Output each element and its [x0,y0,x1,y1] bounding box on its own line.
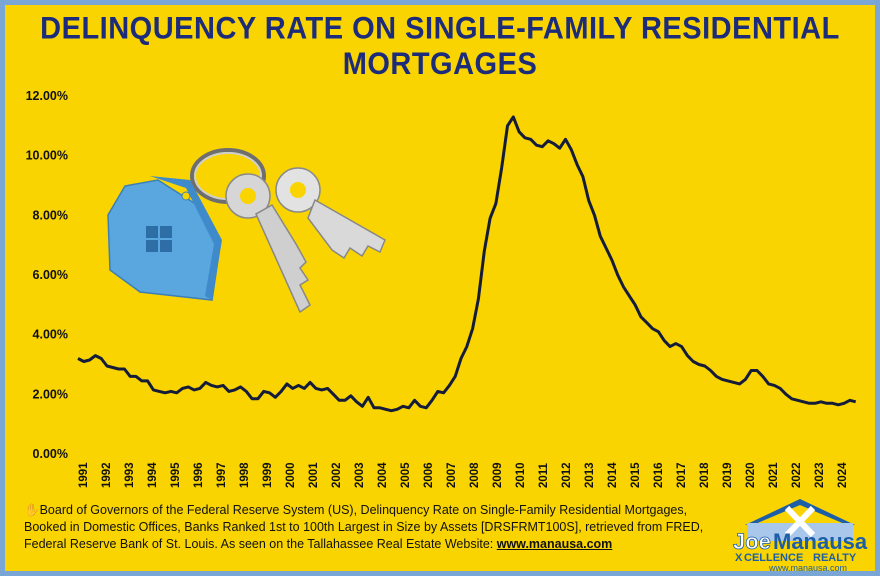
x-tick-label: 2003 [354,462,366,488]
x-tick-label: 2020 [745,462,757,488]
x-tick-label: 1997 [216,462,228,488]
x-tick-label: 2014 [607,462,619,488]
x-tick-label: 2011 [538,462,550,488]
x-tick-label: 2000 [285,462,297,488]
x-tick-label: 2010 [515,462,527,488]
x-tick-label: 1996 [193,462,205,488]
source-line-1: Board of Governors of the Federal Reserv… [39,503,688,517]
x-tick-label: 2023 [814,462,826,488]
x-tick-label: 1998 [239,462,251,488]
source-line-2: Booked in Domestic Offices, Banks Ranked… [24,520,704,534]
logo-brand-2: Manausa [773,529,868,554]
x-tick-label: 2007 [446,462,458,488]
x-tick-label: 2017 [676,462,688,488]
x-tick-label: 1999 [262,462,274,488]
x-tick-label: 2005 [400,462,412,488]
logo-brand-1: Joe [733,529,771,554]
chart-title: DELINQUENCY RATE ON SINGLE-FAMILY RESIDE… [40,11,840,82]
source-link[interactable]: www.manausa.com [496,537,613,551]
x-tick-label: 2016 [653,462,665,488]
x-tick-label: 2024 [837,462,849,488]
y-tick-label: 12.00% [26,89,68,103]
x-tick-label: 2008 [469,462,481,488]
x-tick-label: 1995 [170,462,182,488]
delinquency-rate-line [77,115,857,413]
x-tick-label: 1992 [101,462,113,488]
x-tick-label: 2013 [584,462,596,488]
x-tick-label: 2001 [308,462,320,488]
y-axis: 0.00% 2.00% 4.00% 6.00% 8.00% 10.00% 12.00% [26,89,68,461]
y-tick-label: 2.00% [33,387,68,401]
house-keychain-keys-icon [107,148,386,314]
x-tick-label: 2006 [423,462,435,488]
source-line-3: Federal Reserve Bank of St. Louis. As se… [24,537,497,551]
x-tick-label: 1994 [147,462,159,488]
y-tick-label: 6.00% [33,268,68,282]
company-logo: Joe Manausa X CELLENCE REALTY www.manaus… [733,499,868,573]
x-tick-label: 2004 [377,462,389,488]
y-tick-label: 0.00% [33,447,68,461]
x-tick-label: 2012 [561,462,573,488]
logo-sub-2: CELLENCE [744,552,803,564]
house-x-icon [745,499,855,541]
x-tick-label: 2009 [492,462,504,488]
source-note: ✋Board of Governors of the Federal Reser… [24,502,724,553]
x-tick-label: 1993 [124,462,136,488]
x-tick-label: 2022 [791,462,803,488]
y-tick-label: 8.00% [33,208,68,222]
x-tick-label: 2018 [699,462,711,488]
logo-url: www.manausa.com [768,563,847,573]
y-tick-label: 4.00% [33,328,68,342]
x-tick-label: 2002 [331,462,343,488]
x-tick-label: 1991 [78,462,90,488]
x-tick-label: 2021 [768,462,780,488]
y-tick-label: 10.00% [26,149,68,163]
x-tick-label: 2015 [630,462,642,488]
hand-icon: ✋ [24,503,40,517]
x-axis: 1991 1992 1993 1994 1995 1996 1997 1998 1999 2000… [78,462,849,488]
x-tick-label: 2019 [722,462,734,488]
logo-sub-3: REALTY [813,552,857,564]
logo-sub-1: X [735,552,743,564]
